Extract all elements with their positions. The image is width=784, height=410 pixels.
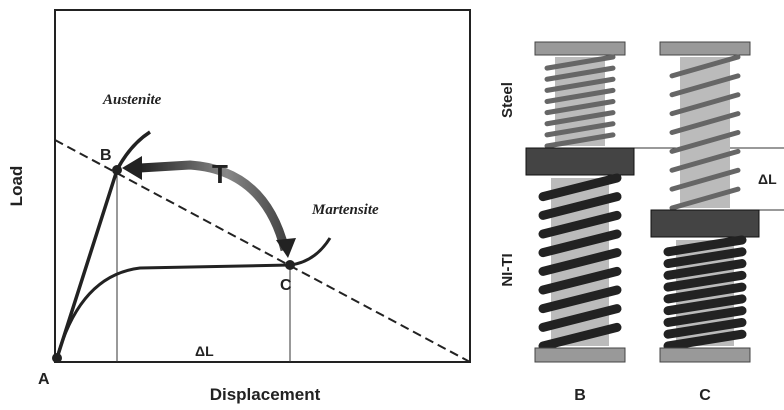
steel-spring-coil <box>544 87 616 104</box>
niti-spring-coil <box>663 329 747 351</box>
niti-spring-coil <box>663 294 747 316</box>
a-label: A <box>38 371 50 388</box>
point-a <box>52 353 62 363</box>
t-label: T <box>212 159 228 189</box>
niti-spring-coil <box>538 173 622 202</box>
steel-label: Steel <box>499 82 516 118</box>
steel-spring-coil <box>669 73 741 98</box>
steel-spring-coil <box>669 54 741 79</box>
bottom-cap <box>659 347 751 363</box>
niti-label: NI-TI <box>499 253 516 286</box>
steel-spring-coil <box>669 186 741 211</box>
niti-spring-coil <box>663 259 747 280</box>
niti-spring-coil <box>663 247 747 269</box>
c-label: C <box>280 277 292 294</box>
austenite-label: Austenite <box>102 92 162 108</box>
niti-spring-coil <box>538 248 622 276</box>
b-label: B <box>100 147 112 164</box>
niti-spring-coil <box>538 210 622 239</box>
load-line <box>54 139 471 363</box>
niti-spring-coil <box>538 266 622 295</box>
niti-spring-coil <box>663 270 747 292</box>
arrowhead-b <box>122 156 142 180</box>
point-b <box>112 165 122 175</box>
niti-spring-coil <box>663 282 747 304</box>
x-axis-label: Displacement <box>210 385 321 404</box>
steel-spring-coil <box>669 167 741 192</box>
niti-spring-coil <box>538 285 622 314</box>
y-axis-label: Load <box>7 166 26 207</box>
bottom-cap <box>534 347 626 363</box>
column-c-label: C <box>699 387 711 404</box>
steel-spring-coil <box>669 148 741 173</box>
plate <box>525 147 635 176</box>
t-arrow <box>139 160 290 252</box>
spring-delta-label: ΔL <box>758 171 777 187</box>
steel-spring-coil <box>544 121 616 138</box>
steel-spring-coil <box>544 65 616 82</box>
steel-spring-coil <box>669 111 741 135</box>
top-cap <box>659 41 751 56</box>
arrowhead-c <box>276 238 296 258</box>
plate <box>650 209 760 238</box>
column-b-label: B <box>574 387 586 404</box>
steel-spring-coil <box>544 99 616 116</box>
niti-spring-coil <box>663 235 747 257</box>
niti-spring-coil <box>663 317 747 339</box>
delta-label: ΔL <box>195 343 214 359</box>
niti-spring-coil <box>538 229 622 258</box>
steel-spring-coil <box>544 110 616 127</box>
niti-spring-coil <box>538 322 622 351</box>
top-cap <box>534 41 626 56</box>
martensite-label: Martensite <box>311 202 379 218</box>
niti-spring-coil <box>663 306 747 327</box>
plot-frame <box>54 9 471 363</box>
steel-spring-coil <box>669 92 741 117</box>
steel-spring-coil <box>544 54 616 71</box>
steel-spring-coil <box>544 132 616 149</box>
niti-spring-coil <box>538 192 622 220</box>
steel-spring-coil <box>544 76 616 93</box>
point-c <box>285 260 295 270</box>
niti-spring-coil <box>538 304 622 332</box>
steel-spring-coil <box>669 130 741 154</box>
martensite-curve <box>55 237 332 359</box>
